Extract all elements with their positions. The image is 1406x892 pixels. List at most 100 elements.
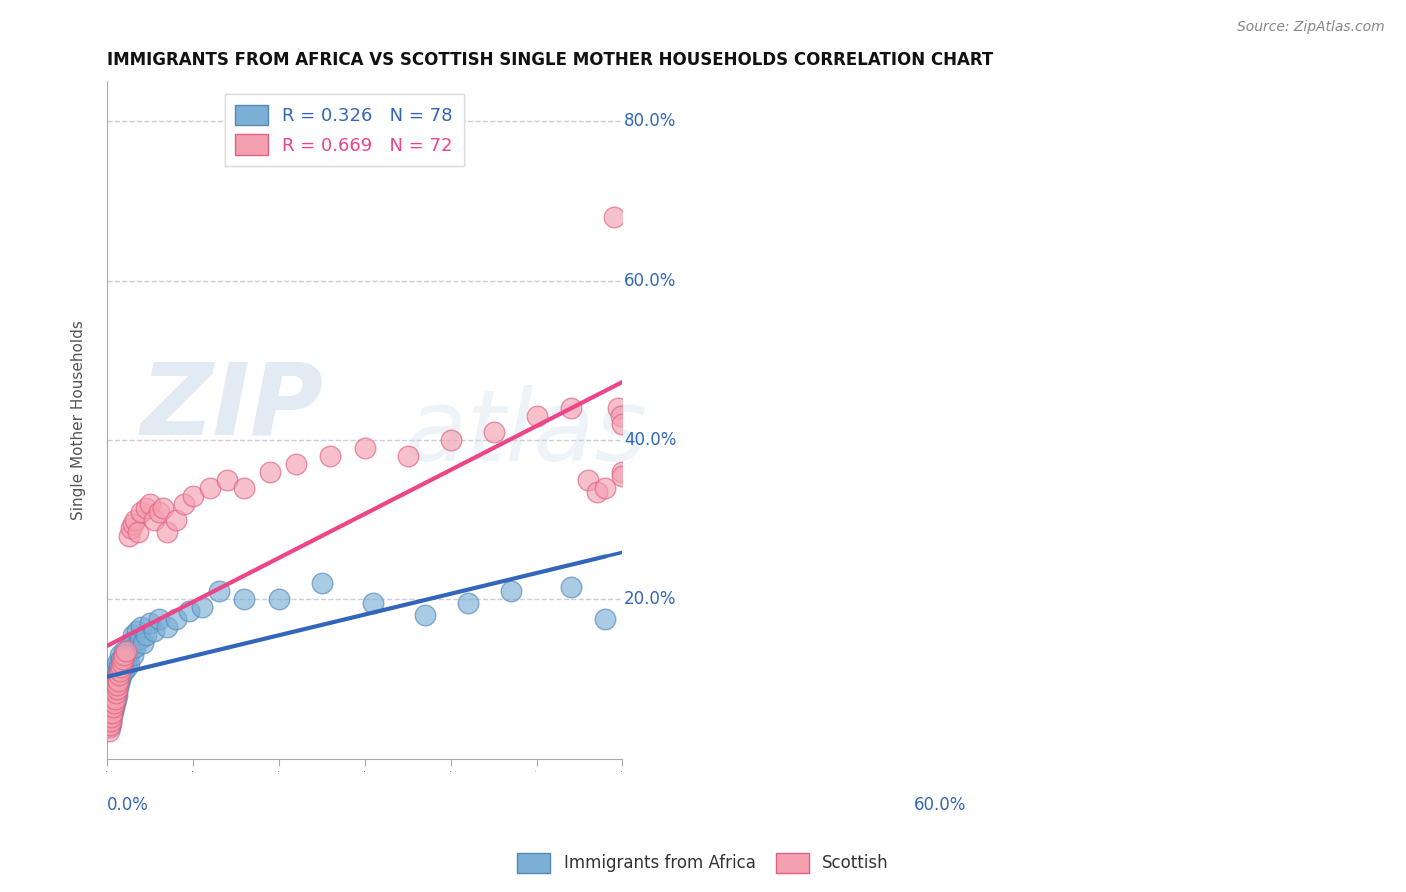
Point [97, 720, 120, 734]
Point [108, 648, 131, 663]
Point [101, 708, 124, 723]
Text: 60.0%: 60.0% [624, 271, 676, 290]
Point [111, 660, 134, 674]
Point [97, 708, 120, 723]
Point [131, 505, 153, 519]
Point [124, 640, 146, 655]
Point [98, 720, 121, 734]
Point [110, 652, 132, 666]
Point [107, 673, 129, 688]
Point [101, 704, 124, 718]
Point [115, 644, 138, 658]
Point [107, 680, 129, 694]
Point [118, 656, 141, 670]
Point [526, 409, 548, 423]
Point [97, 715, 120, 730]
Point [233, 592, 256, 607]
Text: ZIP: ZIP [141, 358, 323, 455]
Point [100, 680, 122, 694]
Point [101, 690, 124, 704]
Text: 80.0%: 80.0% [624, 112, 676, 130]
Point [319, 449, 342, 463]
Point [121, 628, 143, 642]
Point [560, 401, 582, 416]
Point [610, 468, 633, 483]
Point [108, 668, 131, 682]
Point [499, 584, 522, 599]
Point [103, 672, 125, 686]
Point [117, 528, 139, 542]
Text: 40.0%: 40.0% [624, 431, 676, 449]
Point [165, 612, 187, 626]
Point [121, 516, 143, 531]
Point [104, 678, 127, 692]
Point [612, 465, 634, 479]
Point [311, 576, 333, 591]
Point [105, 684, 128, 698]
Point [139, 616, 162, 631]
Point [112, 644, 135, 658]
Point [131, 620, 153, 634]
Point [103, 696, 125, 710]
Point [104, 676, 127, 690]
Point [593, 481, 616, 495]
Point [103, 681, 125, 696]
Point [259, 465, 281, 479]
Point [110, 668, 132, 682]
Point [105, 672, 128, 686]
Point [104, 692, 127, 706]
Point [97, 712, 120, 726]
Point [110, 660, 132, 674]
Text: 0.0%: 0.0% [107, 796, 149, 814]
Text: IMMIGRANTS FROM AFRICA VS SCOTTISH SINGLE MOTHER HOUSEHOLDS CORRELATION CHART: IMMIGRANTS FROM AFRICA VS SCOTTISH SINGL… [107, 51, 993, 69]
Point [148, 505, 170, 519]
Point [363, 596, 385, 610]
Y-axis label: Single Mother Households: Single Mother Households [72, 320, 86, 520]
Point [98, 706, 121, 720]
Point [585, 484, 607, 499]
Point [100, 698, 122, 712]
Point [127, 524, 149, 539]
Point [353, 441, 375, 455]
Text: atlas: atlas [406, 385, 648, 482]
Point [108, 676, 131, 690]
Point [111, 664, 134, 678]
Point [101, 684, 124, 698]
Point [105, 681, 128, 696]
Point [101, 706, 124, 720]
Point [100, 714, 122, 728]
Point [117, 640, 139, 655]
Point [127, 624, 149, 639]
Point [152, 500, 174, 515]
Point [101, 694, 124, 708]
Point [128, 632, 150, 647]
Point [101, 684, 124, 698]
Point [103, 688, 125, 702]
Point [104, 692, 127, 706]
Point [97, 700, 120, 714]
Point [607, 401, 630, 416]
Point [121, 648, 143, 663]
Point [101, 676, 124, 690]
Point [97, 704, 120, 718]
Point [112, 664, 135, 678]
Point [285, 457, 308, 471]
Text: Source: ZipAtlas.com: Source: ZipAtlas.com [1237, 20, 1385, 34]
Point [100, 715, 122, 730]
Point [603, 210, 626, 224]
Point [177, 604, 200, 618]
Text: 20.0%: 20.0% [624, 591, 676, 608]
Point [135, 500, 157, 515]
Point [208, 584, 231, 599]
Point [115, 652, 138, 666]
Point [143, 513, 166, 527]
Point [198, 481, 221, 495]
Point [104, 660, 127, 674]
Point [97, 712, 120, 726]
Point [100, 688, 122, 702]
Point [107, 664, 129, 678]
Point [120, 521, 142, 535]
Point [108, 664, 131, 678]
Point [101, 692, 124, 706]
Point [111, 656, 134, 670]
